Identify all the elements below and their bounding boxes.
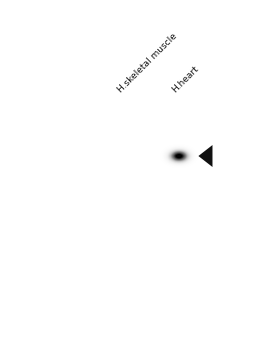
Text: 25: 25: [49, 264, 61, 274]
Polygon shape: [198, 145, 212, 167]
Text: 15: 15: [49, 322, 61, 332]
Text: 55: 55: [49, 175, 61, 185]
Bar: [113, 102, 138, 352]
Text: 35: 35: [49, 226, 61, 236]
Text: H.heart: H.heart: [170, 64, 200, 94]
Text: H.skeletal muscle: H.skeletal muscle: [116, 32, 179, 94]
Bar: [166, 102, 192, 352]
Text: 70: 70: [49, 148, 61, 158]
